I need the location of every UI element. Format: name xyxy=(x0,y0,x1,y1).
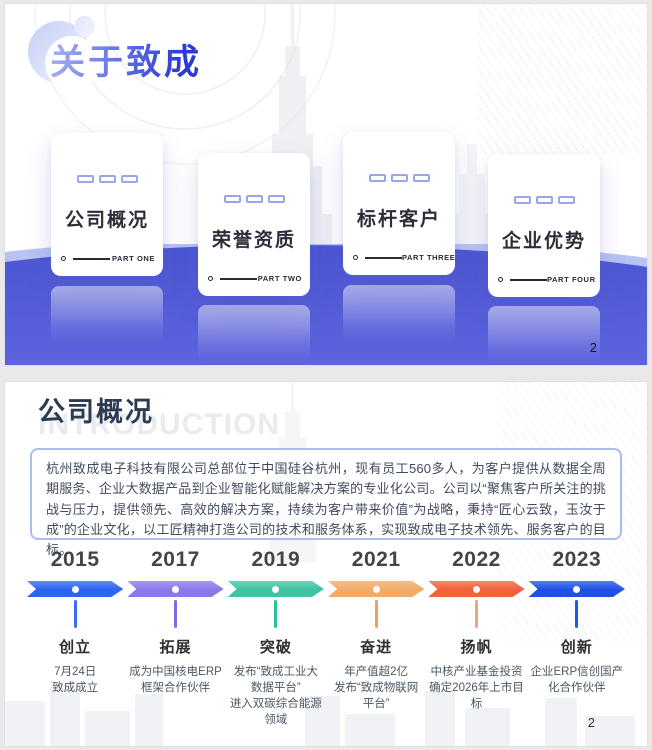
arrow-ribbon-icon xyxy=(27,581,123,597)
part-label: PART ONE xyxy=(112,254,155,263)
arrow-ribbon-icon xyxy=(428,581,524,597)
hatch-pattern xyxy=(477,4,647,154)
timeline-keyword: 奋进 xyxy=(360,639,393,656)
timeline-item-2019: 2019 突破 发布“致成工业大 数据平台” 进入双碳综合能源 领域 xyxy=(226,548,326,728)
card-footer: PART THREE xyxy=(343,253,455,262)
line-icon xyxy=(365,256,402,259)
card-title: 荣誉资质 xyxy=(211,230,296,251)
timeline-year: 2022 xyxy=(452,548,501,571)
timeline-year: 2019 xyxy=(251,548,301,571)
dot-icon xyxy=(172,586,179,593)
stick-icon xyxy=(73,600,77,628)
timeline-item-2022: 2022 扬帆 中核产业基金投资 确定2026年上市目 标 xyxy=(426,548,526,728)
company-intro-text: 杭州致成电子科技有限公司总部位于中国硅谷杭州，现有员工560多人，为客户提供从数… xyxy=(46,461,606,558)
dot-icon xyxy=(272,586,279,593)
dot-icon xyxy=(72,586,79,593)
arrow-ribbon-icon xyxy=(127,581,223,597)
timeline-year: 2021 xyxy=(351,548,401,571)
wave-shape xyxy=(5,244,647,365)
timeline-keyword: 拓展 xyxy=(159,639,192,656)
timeline: 2015 创立 7月24日 致成成立 2017 拓展 成为中国核电ERP 框架合… xyxy=(25,548,627,728)
timeline-desc: 中核产业基金投资 确定2026年上市目 标 xyxy=(429,666,524,711)
card-footer: PART TWO xyxy=(198,274,310,283)
stick-icon xyxy=(274,600,278,628)
timeline-item-2023: 2023 创新 企业ERP信创国产 化合作伙伴 xyxy=(527,548,627,728)
stick-icon xyxy=(474,600,478,628)
dashes-icon xyxy=(223,195,285,203)
line-icon xyxy=(220,277,257,280)
arrow-ribbon-icon xyxy=(529,581,625,597)
decorative-dot xyxy=(74,16,95,37)
slide-about: 关于致成 公司概况 PART ONE 荣誉资质 PART TWO 标 xyxy=(5,4,647,365)
part-label: PART FOUR xyxy=(547,275,596,284)
timeline-desc: 成为中国核电ERP 框架合作伙伴 xyxy=(129,666,222,695)
slide-company-overview: INTRODUCTION 公司概况 杭州致成电子科技有限公司总部位于中国硅谷杭州… xyxy=(5,382,647,746)
card-key-customers: 标杆客户 PART THREE xyxy=(343,132,455,275)
arrow-ribbon-icon xyxy=(228,581,324,597)
timeline-keyword: 创新 xyxy=(560,639,593,656)
timeline-year: 2017 xyxy=(151,548,200,571)
stick-icon xyxy=(374,600,378,628)
stick-icon xyxy=(575,600,579,628)
timeline-item-2015: 2015 创立 7月24日 致成成立 xyxy=(25,548,125,728)
card-company-overview: 公司概况 PART ONE xyxy=(51,133,163,276)
circle-icon xyxy=(498,277,503,282)
slide2-title: 公司概况 xyxy=(38,397,154,427)
timeline-desc: 7月24日 致成成立 xyxy=(52,666,99,695)
card-footer: PART FOUR xyxy=(488,275,600,284)
line-icon xyxy=(73,257,110,260)
decorative-circle xyxy=(28,21,99,90)
dashes-icon xyxy=(368,174,430,182)
dot-icon xyxy=(573,586,580,593)
card-title: 公司概况 xyxy=(64,210,149,231)
card-reflection xyxy=(343,285,455,343)
timeline-desc: 年产值超2亿 发布“致成物联网 平台” xyxy=(333,666,419,711)
circle-icon xyxy=(208,276,213,281)
company-intro-box: 杭州致成电子科技有限公司总部位于中国硅谷杭州，现有员工560多人，为客户提供从数… xyxy=(30,448,622,557)
card-title: 标杆客户 xyxy=(356,209,441,230)
dashes-icon xyxy=(513,196,575,204)
timeline-keyword: 扬帆 xyxy=(460,639,493,656)
dashes-icon xyxy=(76,175,138,183)
watermark-text: INTRODUCTION xyxy=(38,408,280,441)
dot-icon xyxy=(373,586,380,593)
arrow-ribbon-icon xyxy=(328,581,424,597)
card-reflection xyxy=(488,306,600,364)
card-honors: 荣誉资质 PART TWO xyxy=(198,153,310,296)
part-label: PART THREE xyxy=(402,253,456,262)
page-number: 2 xyxy=(587,715,595,730)
line-icon xyxy=(510,278,547,281)
timeline-item-2017: 2017 拓展 成为中国核电ERP 框架合作伙伴 xyxy=(125,548,225,728)
dot-icon xyxy=(473,586,480,593)
card-reflection xyxy=(51,286,163,344)
timeline-item-2021: 2021 奋进 年产值超2亿 发布“致成物联网 平台” xyxy=(326,548,426,728)
timeline-keyword: 突破 xyxy=(259,639,292,656)
part-label: PART TWO xyxy=(257,274,302,283)
circle-icon xyxy=(353,255,358,260)
slide1-title: 关于致成 xyxy=(50,34,202,85)
card-title: 企业优势 xyxy=(501,231,586,252)
card-footer: PART ONE xyxy=(51,254,163,263)
page-number: 2 xyxy=(589,340,597,355)
card-advantages: 企业优势 PART FOUR xyxy=(488,154,600,297)
timeline-year: 2023 xyxy=(552,548,602,571)
stick-icon xyxy=(173,600,177,628)
timeline-desc: 企业ERP信创国产 化合作伙伴 xyxy=(530,666,624,695)
timeline-keyword: 创立 xyxy=(59,639,92,656)
circle-icon xyxy=(61,256,66,261)
card-reflection xyxy=(198,305,310,363)
timeline-desc: 发布“致成工业大 数据平台” 进入双碳综合能源 领域 xyxy=(229,666,322,727)
timeline-year: 2015 xyxy=(50,548,100,571)
